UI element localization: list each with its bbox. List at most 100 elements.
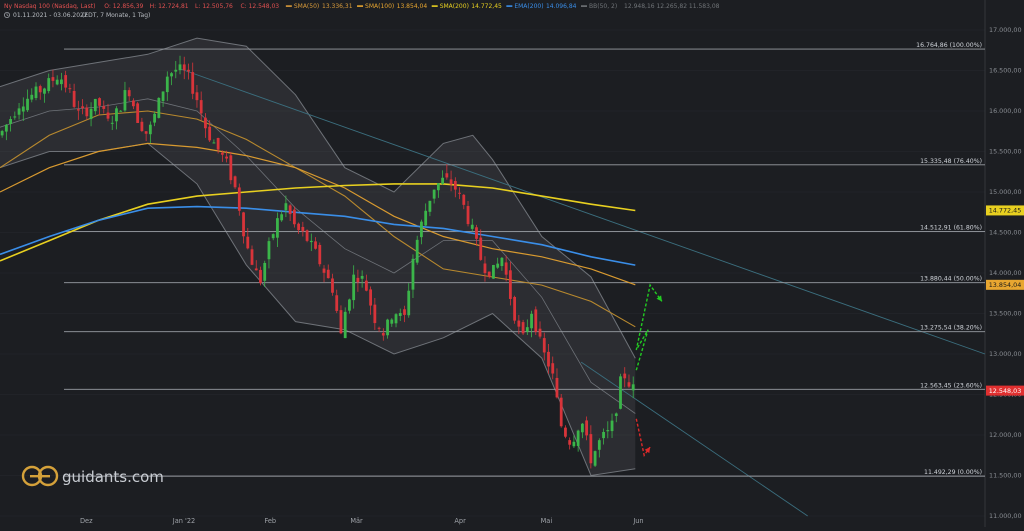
candle-body xyxy=(436,183,440,191)
candle-body xyxy=(51,77,55,81)
header-item: 13.854,04 xyxy=(397,3,428,10)
candle-body xyxy=(72,90,76,107)
candle-body xyxy=(564,427,567,437)
price-label-box xyxy=(986,205,1024,216)
candle-body xyxy=(115,108,118,122)
candle-body xyxy=(64,75,68,88)
price-tick-label: 11.000,00 xyxy=(989,512,1022,520)
trendlines xyxy=(180,68,986,517)
candle-body xyxy=(572,441,576,447)
candle-body xyxy=(394,314,398,324)
candle-body xyxy=(551,363,555,374)
candle-body xyxy=(314,241,317,249)
projection-path xyxy=(635,283,663,371)
header-item: 12.948,16 12.265,82 11.583,08 xyxy=(624,3,720,10)
candle-body xyxy=(356,277,360,283)
candle-body xyxy=(411,258,415,290)
candle-body xyxy=(212,142,216,144)
price-tick-label: 16.000,00 xyxy=(989,107,1022,115)
candle-body xyxy=(420,221,423,238)
candle-body xyxy=(119,110,123,112)
candle-body xyxy=(585,420,589,436)
date-range: 01.11.2021 - 03.06.2022 xyxy=(13,12,88,19)
candle-body xyxy=(229,155,233,181)
candle-body xyxy=(441,177,445,184)
candle-body xyxy=(305,230,309,241)
header-item: H: 12.724,81 xyxy=(150,3,189,10)
candle-body xyxy=(182,64,186,71)
candle-body xyxy=(504,262,508,275)
candle-body xyxy=(297,223,301,231)
candle-body xyxy=(508,270,512,299)
fib-level-label: 13.880,44 (50.00%) xyxy=(920,276,982,283)
price-label-box xyxy=(986,279,1024,290)
candle-body xyxy=(34,86,38,99)
candle-body xyxy=(513,296,517,321)
price-tick-label: 17.000,00 xyxy=(989,26,1022,34)
header-item: EMA(200) xyxy=(514,3,543,10)
header-item: 14.096,84 xyxy=(546,3,577,10)
symbol-badge: Ny xyxy=(4,3,12,10)
guidants-logo: guidants.com xyxy=(21,465,164,487)
candle-body xyxy=(576,430,580,446)
candle-body xyxy=(619,376,622,409)
candle-body xyxy=(13,116,17,118)
time-tick-label: Mär xyxy=(350,517,363,525)
candle-body xyxy=(525,327,529,332)
candle-body xyxy=(309,240,313,243)
candle-body xyxy=(98,98,101,106)
candle-body xyxy=(555,377,559,398)
candle-body xyxy=(390,319,394,324)
candle-body xyxy=(568,440,572,445)
header-line-1: Nasdaq 100 (Nasdaq, Last) O: 12.856,39 H: … xyxy=(14,3,720,10)
candle-body xyxy=(93,98,97,112)
candle-body xyxy=(424,210,428,226)
candle-body xyxy=(225,156,228,159)
fib-level-label: 16.764,86 (100.00%) xyxy=(916,42,982,49)
candle-body xyxy=(204,117,207,129)
candle-body xyxy=(102,106,106,109)
time-axis: Dez Jan '22 Feb Mär Apr Mai Jun xyxy=(80,517,644,525)
candle-body xyxy=(381,333,385,336)
trendline xyxy=(580,361,808,517)
candle-body xyxy=(322,268,326,273)
candle-body xyxy=(55,79,59,85)
candle-body xyxy=(4,124,8,132)
candle-body xyxy=(593,451,597,466)
candle-body xyxy=(106,112,110,119)
candle-body xyxy=(208,126,212,141)
fib-level-label: 12.563,45 (23.60%) xyxy=(920,382,982,389)
price-label-box xyxy=(986,385,1024,396)
candle-body xyxy=(233,176,237,188)
candle-body xyxy=(606,430,610,432)
candle-body xyxy=(123,90,127,111)
candle-body xyxy=(398,313,402,316)
price-tick-label: 16.500,00 xyxy=(989,67,1022,75)
candle-body xyxy=(428,200,432,212)
candle-body xyxy=(589,434,593,464)
candle-body xyxy=(492,264,495,279)
candle-body xyxy=(199,100,203,114)
candle-body xyxy=(140,121,144,132)
legend-swatch xyxy=(506,5,513,7)
price-labels: 14.772,45 13.854,04 12.548,03 xyxy=(986,205,1024,396)
price-tick-label: 14.000,00 xyxy=(989,269,1022,277)
candle-body xyxy=(530,313,533,329)
time-tick-label: Apr xyxy=(454,517,466,525)
timeframe-info: (EDT, 7 Monate, 1 Tag) xyxy=(82,12,150,19)
header-item: BB(50, 2) xyxy=(589,3,617,10)
header-item: SMA(50) xyxy=(294,3,319,10)
candle-body xyxy=(280,214,284,221)
fib-level-label: 13.275,54 (38.20%) xyxy=(920,325,982,332)
candle-body xyxy=(348,299,351,311)
candle-body xyxy=(517,320,521,327)
candle-body xyxy=(132,100,135,107)
time-tick-label: Jun xyxy=(632,517,643,525)
header-item: L: 12.505,76 xyxy=(195,3,233,10)
candle-body xyxy=(43,88,46,94)
header-item: Nasdaq 100 (Nasdaq, Last) xyxy=(14,3,95,10)
price-label-text: 14.772,45 xyxy=(989,207,1022,215)
fibonacci-levels: 16.764,86 (100.00%) 15.335,48 (76.40%) 14.… xyxy=(64,42,985,477)
candle-body xyxy=(470,224,474,229)
candle-body xyxy=(445,173,449,178)
